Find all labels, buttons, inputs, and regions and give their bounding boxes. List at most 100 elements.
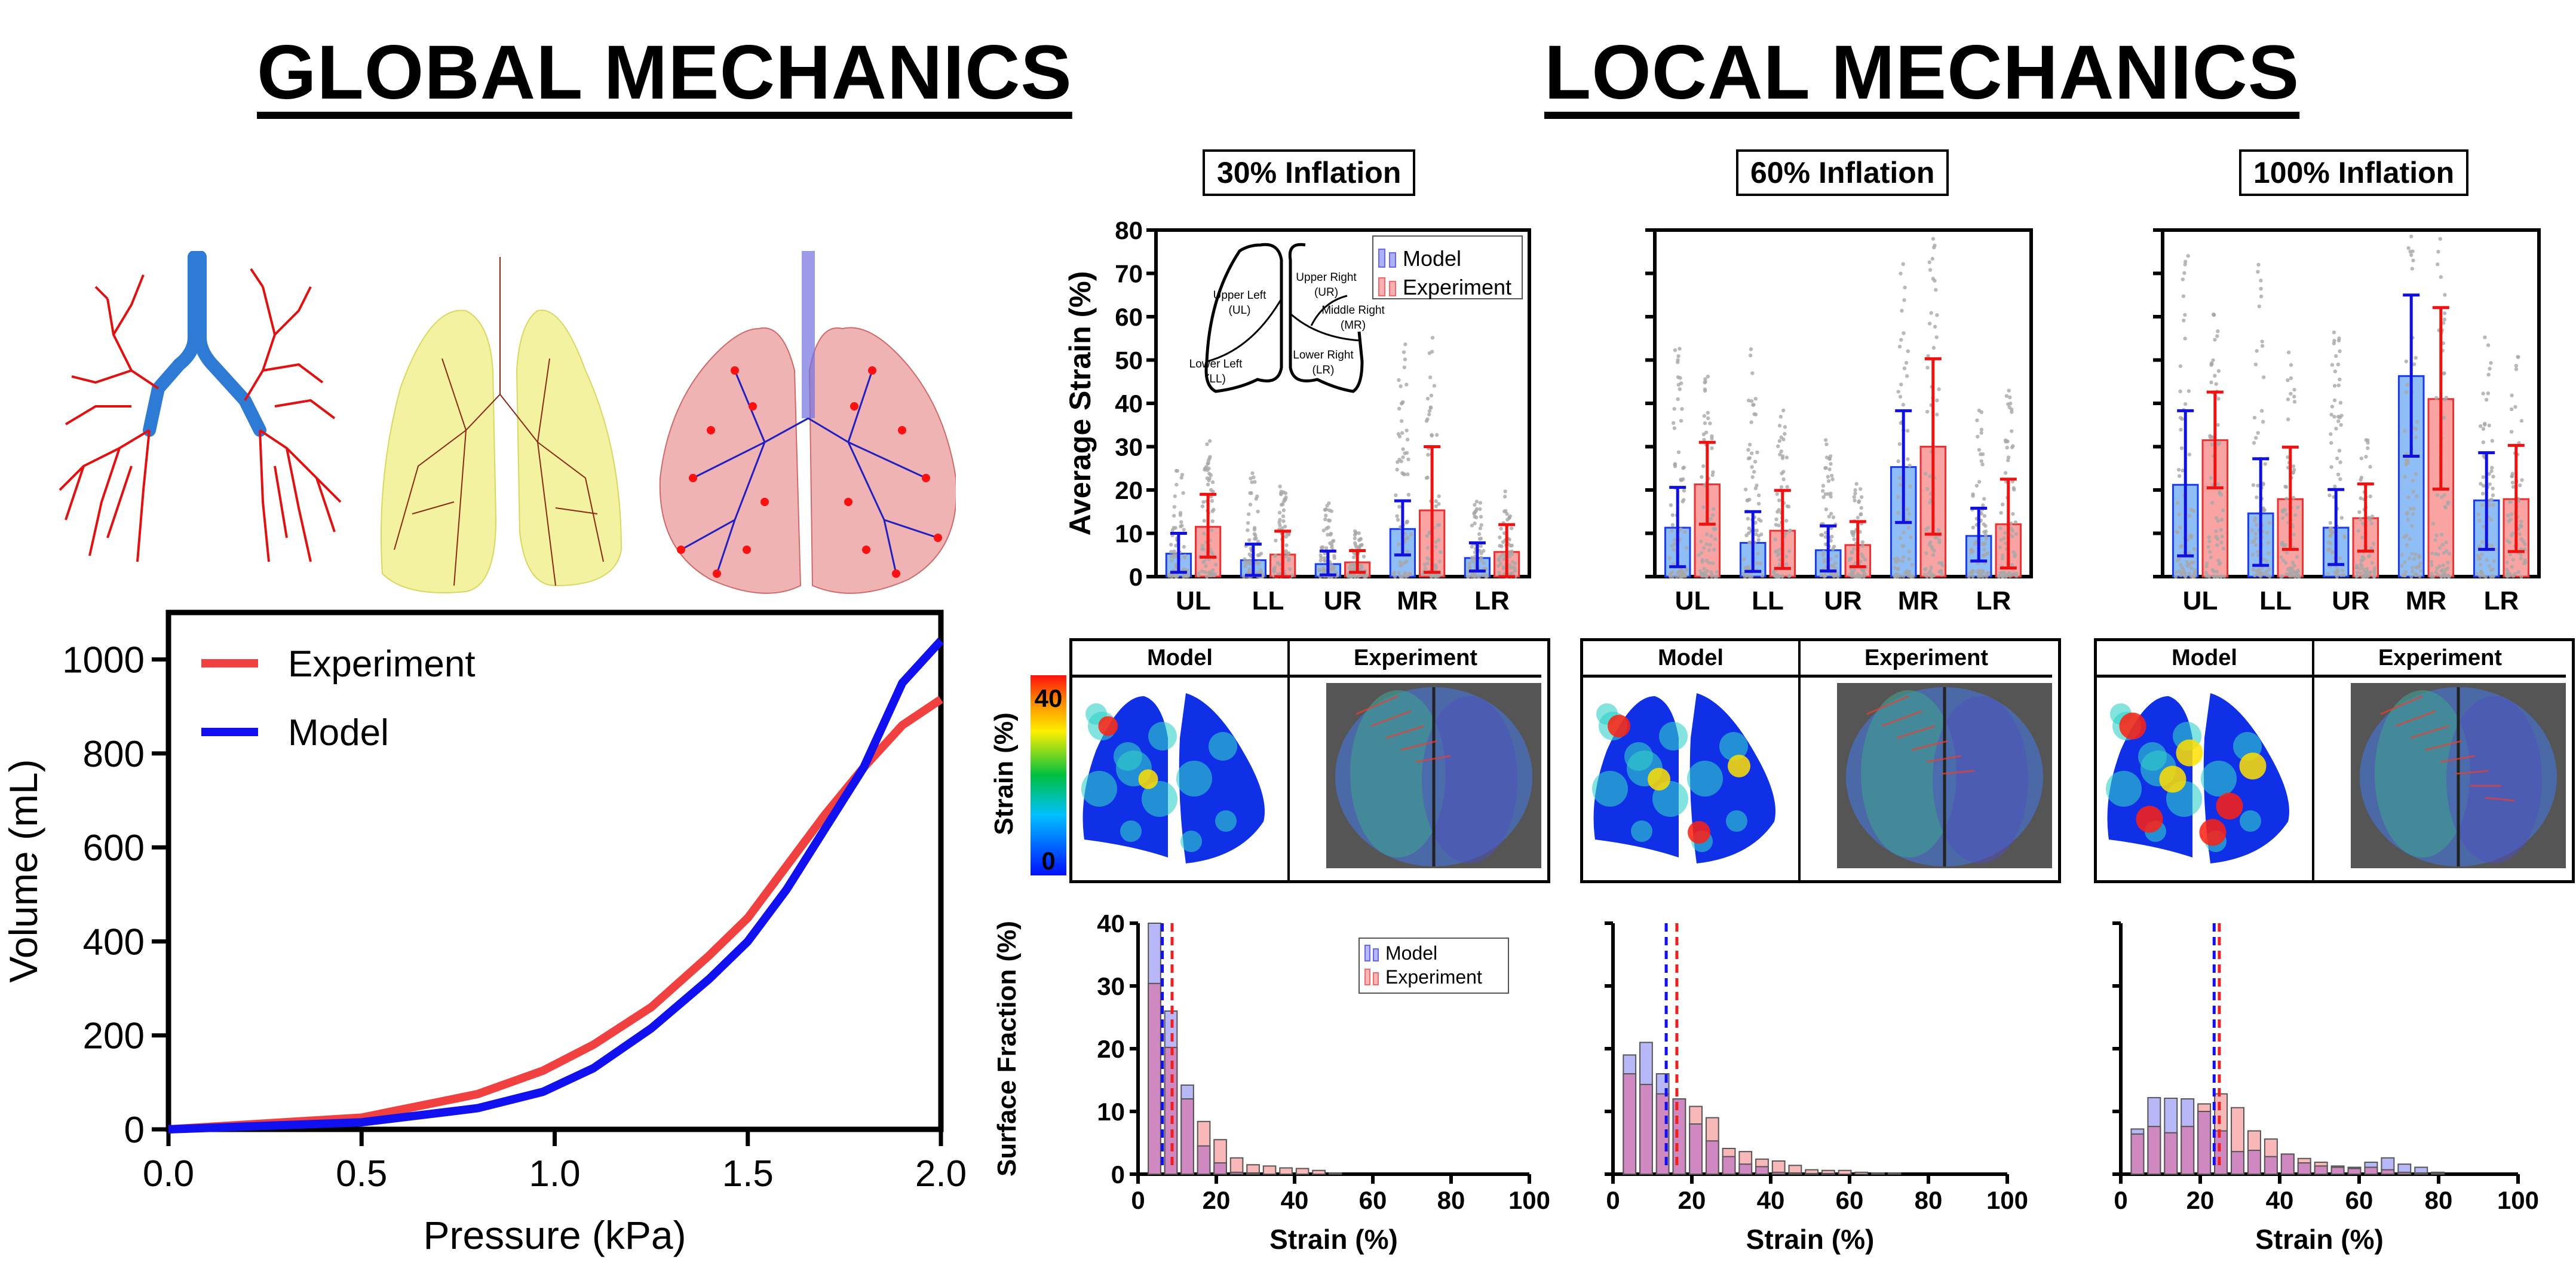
bar-scatter-point	[1670, 569, 1675, 574]
model-strain-blob	[2106, 771, 2142, 807]
bar-scatter-point	[1703, 387, 1707, 391]
experiment-strain-streak	[1356, 695, 1399, 715]
bar-scatter-point	[1180, 523, 1184, 528]
bar-scatter-point	[2207, 535, 2212, 540]
bar-scatter-point	[2364, 455, 2368, 459]
bar-scatter-point	[1902, 366, 1907, 370]
bar-scatter-point	[2506, 513, 2510, 517]
bar-scatter-point	[1984, 537, 1989, 541]
bar-scatter-point	[2009, 521, 2013, 525]
bar-scatter-point	[2219, 517, 2224, 522]
bar-scatter-point	[2519, 519, 2523, 523]
bar-scatter-point	[1829, 491, 1833, 496]
bar-scatter-point	[1281, 514, 1286, 519]
bar-scatter-point	[1775, 549, 1779, 553]
model-right-lung	[1179, 693, 1265, 863]
bar-scatter-point	[2216, 519, 2221, 523]
bar-scatter-point	[1673, 348, 1678, 353]
pv-ytick-label: 200	[83, 1016, 145, 1057]
bar-scatter-point	[2519, 525, 2523, 529]
bar-scatter-point	[1700, 475, 1704, 479]
bar-scatter-point	[1169, 543, 1173, 547]
bar-scatter-point	[1395, 514, 1399, 518]
bar-scatter-point	[1934, 287, 1938, 292]
bar-scatter-point	[2265, 531, 2270, 535]
bar-category-label: UR	[1324, 586, 1362, 615]
bar-scatter-point	[1998, 526, 2002, 531]
bar-scatter-point	[1181, 491, 1185, 495]
bar-scatter-point	[2003, 471, 2008, 475]
bar-scatter-point	[1290, 573, 1295, 578]
bar-scatter-point	[1352, 551, 1356, 555]
bar-scatter-point	[2330, 405, 2335, 409]
bar-scatter-point	[1406, 472, 1410, 476]
bar-scatter-point	[2405, 382, 2409, 387]
bar-scatter-point	[1707, 560, 1712, 565]
bar-scatter-point	[2439, 569, 2443, 573]
bar-scatter-point	[1507, 516, 1511, 520]
bar-scatter-point	[2442, 493, 2446, 497]
hist-xtick-label: 40	[1281, 1186, 1309, 1214]
bar-scatter-point	[1786, 504, 1791, 509]
hist-bar-overlap	[1722, 1156, 1736, 1175]
bar-scatter-point	[2013, 554, 2017, 559]
bar-scatter-point	[1680, 500, 1685, 504]
bar-scatter-point	[1179, 520, 1183, 524]
bar-scatter-point	[1395, 467, 1399, 472]
bar-scatter-point	[1700, 560, 1704, 564]
model-strain-blob	[1726, 810, 1747, 832]
bar-scatter-point	[1283, 491, 1288, 495]
bar-scatter-point	[2408, 537, 2412, 541]
bar-scatter-point	[1892, 557, 1897, 561]
bar-scatter-point	[2007, 388, 2011, 393]
hist-ytick-label: 30	[1097, 972, 1125, 1000]
bar-scatter-point	[1925, 486, 1930, 491]
inset-right-fissures	[1290, 295, 1361, 342]
bar-scatter-point	[1827, 467, 1832, 471]
hist-xtick-label: 60	[1836, 1186, 1864, 1214]
bar-scatter-point	[2342, 535, 2347, 540]
bar-scatter-point	[1280, 502, 1285, 507]
bar-scatter-point	[2481, 525, 2486, 529]
bar-scatter-point	[2491, 493, 2495, 498]
bar-scatter-point	[1970, 569, 1974, 574]
bar-scatter-point	[1679, 419, 1683, 423]
bar-scatter-point	[1928, 268, 1933, 272]
bar-scatter-point	[1498, 555, 1502, 559]
bar-scatter-point	[1777, 552, 1781, 556]
bar-scatter-point	[2522, 561, 2526, 565]
bar-scatter-point	[2406, 517, 2411, 522]
bar-scatter-point	[1760, 574, 1765, 578]
bar-scatter-point	[2001, 574, 2005, 579]
bar-scatter-point	[2174, 570, 2179, 574]
bar-scatter-point	[1172, 549, 1176, 553]
bar-scatter-point	[1753, 460, 1758, 464]
bar-scatter-point	[1350, 574, 1354, 578]
map-model-header: Model	[2097, 641, 2312, 678]
bar-scatter-point	[1437, 502, 1441, 506]
bar-scatter-point	[2508, 552, 2513, 557]
bar-scatter-point	[1252, 528, 1257, 532]
map-model-header: Model	[1072, 641, 1287, 678]
bar-scatter-point	[1200, 569, 1204, 573]
hist-bar-overlap	[2231, 1151, 2244, 1175]
bar-scatter-point	[2187, 563, 2191, 568]
bar-scatter-point	[2183, 262, 2187, 267]
hist-bar-overlap	[2330, 1166, 2345, 1175]
bar-scatter-point	[1210, 528, 1214, 532]
bar-scatter-point	[2291, 470, 2295, 475]
bar-scatter-point	[2404, 359, 2408, 364]
bar-scatter-point	[1277, 562, 1282, 566]
bar-scatter-point	[1908, 463, 1912, 468]
bar-scatter-point	[2447, 574, 2451, 578]
bar-scatter-point	[2490, 439, 2494, 443]
bar-scatter-point	[2410, 524, 2414, 528]
bar-scatter-point	[2478, 563, 2483, 567]
bar-scatter-point	[1702, 566, 1706, 571]
bar-scatter-point	[2177, 569, 2182, 574]
bar-scatter-point	[1497, 558, 1501, 563]
bar-scatter-point	[1247, 538, 1252, 543]
hist-xtick-label: 80	[2425, 1186, 2453, 1214]
bar-scatter-point	[1933, 324, 1937, 329]
bar-scatter-point	[1332, 556, 1336, 560]
